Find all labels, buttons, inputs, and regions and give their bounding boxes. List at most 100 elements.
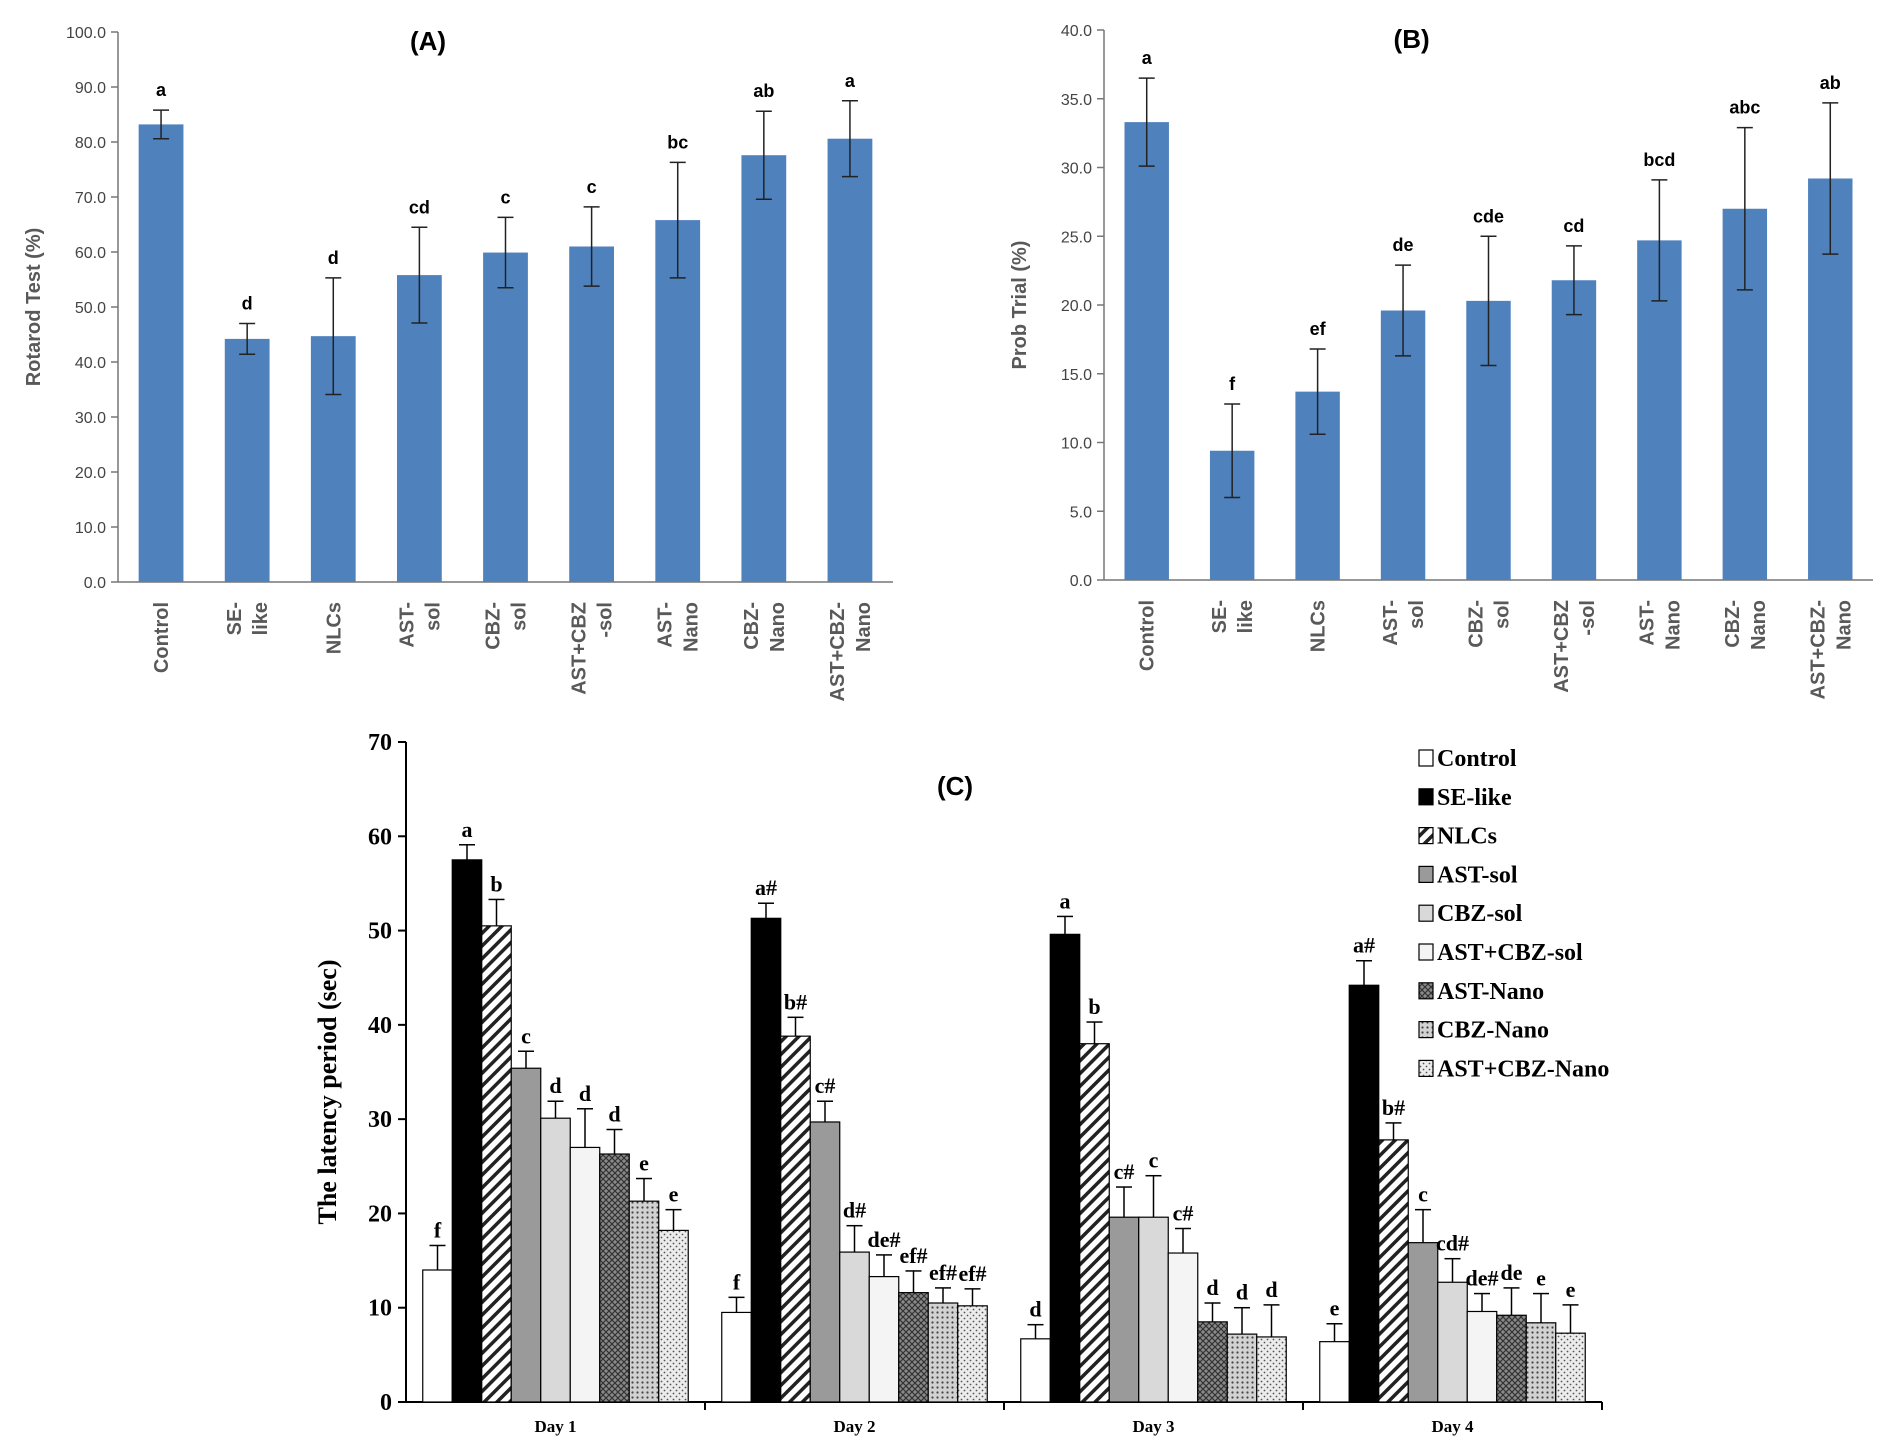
legend-label: CBZ-Nano — [1437, 1018, 1549, 1044]
bar-a — [397, 275, 442, 582]
bar-c — [927, 1302, 959, 1403]
significance-label: de# — [1466, 1266, 1499, 1291]
bar-a — [569, 246, 614, 582]
significance-label: c — [500, 187, 510, 207]
y-tick-label: 30.0 — [75, 410, 106, 427]
x-tick-label-line: AST- — [1380, 600, 1402, 646]
bar-c — [540, 1117, 571, 1403]
y-tick-label: 0 — [380, 1390, 392, 1416]
chart-title-b: (B) — [1394, 24, 1430, 54]
bar-c — [510, 1067, 542, 1403]
significance-label: e — [1566, 1277, 1576, 1302]
y-tick-label: 80.0 — [75, 135, 106, 152]
x-tick-label: AST- Nano — [1636, 600, 1684, 650]
significance-label: f — [1229, 374, 1236, 394]
bar-c — [1378, 1139, 1409, 1403]
bar-c — [1079, 1043, 1110, 1403]
bar-c — [569, 1146, 601, 1403]
x-tick-label-line: Nano — [1833, 600, 1855, 650]
significance-label: c — [1418, 1182, 1428, 1207]
legend-label: AST-Nano — [1437, 979, 1544, 1005]
significance-label: ab — [1820, 73, 1841, 93]
y-tick-label: 50 — [368, 919, 392, 945]
bar-b — [1551, 280, 1597, 580]
y-tick-label: 40.0 — [75, 355, 106, 372]
significance-label: c — [587, 177, 597, 197]
significance-label: a# — [1353, 933, 1375, 958]
significance-label: e — [639, 1151, 649, 1176]
significance-label: d — [242, 294, 253, 314]
legend-swatch — [1418, 749, 1434, 767]
significance-label: bc — [667, 132, 688, 152]
significance-label: cde — [1473, 206, 1504, 226]
bar-b — [1124, 122, 1169, 580]
bar-c — [451, 859, 483, 1403]
y-tick-label: 0.0 — [1070, 573, 1092, 590]
legend-label: AST+CBZ-sol — [1437, 940, 1583, 966]
bar-c — [481, 925, 512, 1403]
y-tick-label: 90.0 — [75, 80, 106, 97]
y-tick-label: 70 — [368, 730, 392, 756]
significance-label: a — [1060, 888, 1071, 913]
y-tick-label: 0.0 — [84, 575, 106, 592]
significance-label: d — [328, 248, 339, 268]
x-tick-label: AST- Nano — [655, 602, 703, 652]
y-tick-label: 60 — [368, 824, 392, 850]
y-axis-label: The latency period (sec) — [313, 959, 342, 1224]
bar-a — [138, 124, 184, 583]
x-tick-label-line: Nano — [767, 602, 789, 652]
x-tick-label: Day 3 — [1132, 1417, 1174, 1436]
bar-c — [1167, 1252, 1199, 1403]
significance-label: ef# — [958, 1261, 986, 1286]
bar-c — [1525, 1322, 1557, 1403]
x-tick-label: AST+CBZ- Nano — [1807, 600, 1855, 699]
bar-c — [599, 1153, 630, 1403]
bar-c — [780, 1035, 811, 1403]
y-tick-label: 35.0 — [1061, 92, 1092, 109]
x-tick-label-line: -sol — [595, 602, 617, 638]
legend-label: Control — [1437, 746, 1517, 772]
x-tick-label-line: sol — [1492, 600, 1514, 629]
y-tick-label: 30 — [368, 1107, 392, 1133]
x-tick-label: Day 4 — [1431, 1417, 1474, 1436]
x-tick-label-line: Nano — [681, 602, 703, 652]
significance-label: e — [1330, 1296, 1340, 1321]
y-tick-label: 20 — [368, 1201, 392, 1227]
x-tick-label-line: AST+CBZ — [1551, 600, 1573, 693]
legend-label: AST+CBZ-Nano — [1437, 1056, 1609, 1082]
x-tick-label-line: AST- — [655, 602, 677, 648]
y-tick-label: 40 — [368, 1013, 392, 1039]
x-tick-label: CBZ-sol — [483, 602, 531, 650]
significance-label: a — [845, 71, 856, 91]
significance-label: ab — [753, 81, 774, 101]
bar-a — [483, 252, 528, 583]
x-tick-label-line: like — [250, 602, 272, 635]
bar-a — [655, 220, 701, 582]
significance-label: f — [733, 1269, 741, 1294]
x-tick-label-line: AST+CBZ- — [1807, 600, 1829, 699]
significance-label: c# — [1173, 1201, 1194, 1226]
x-tick-label: SE-like — [1209, 600, 1257, 633]
significance-label: d# — [843, 1198, 866, 1223]
y-tick-label: 40.0 — [1061, 23, 1092, 40]
x-tick-label: SE-like — [224, 602, 272, 635]
significance-label: cd# — [1436, 1231, 1469, 1256]
bar-c — [1348, 984, 1380, 1403]
x-tick-label-line: -sol — [1577, 600, 1599, 636]
x-tick-label: CBZ- Nano — [1722, 600, 1770, 650]
x-tick-label-line: AST- — [1636, 600, 1658, 646]
bar-c — [839, 1251, 870, 1403]
significance-label: a — [156, 80, 167, 100]
bar-c — [1138, 1216, 1169, 1403]
chart-panel-a: (A) 0.0 10.0 20.0 30.0 40.0 50.0 60.0 70.0 80.0 90… — [23, 25, 893, 701]
y-tick-label: 25.0 — [1061, 229, 1092, 246]
legend-swatch — [1418, 826, 1434, 845]
x-tick-label: Day 2 — [833, 1417, 875, 1436]
significance-label: ef# — [899, 1243, 927, 1268]
x-tick-label: AST-sol — [396, 602, 444, 648]
significance-label: bcd — [1643, 150, 1675, 170]
x-tick-label: NLCs — [1308, 600, 1330, 652]
x-tick-label-line: sol — [1406, 600, 1428, 629]
y-tick-label: 10 — [368, 1296, 392, 1322]
